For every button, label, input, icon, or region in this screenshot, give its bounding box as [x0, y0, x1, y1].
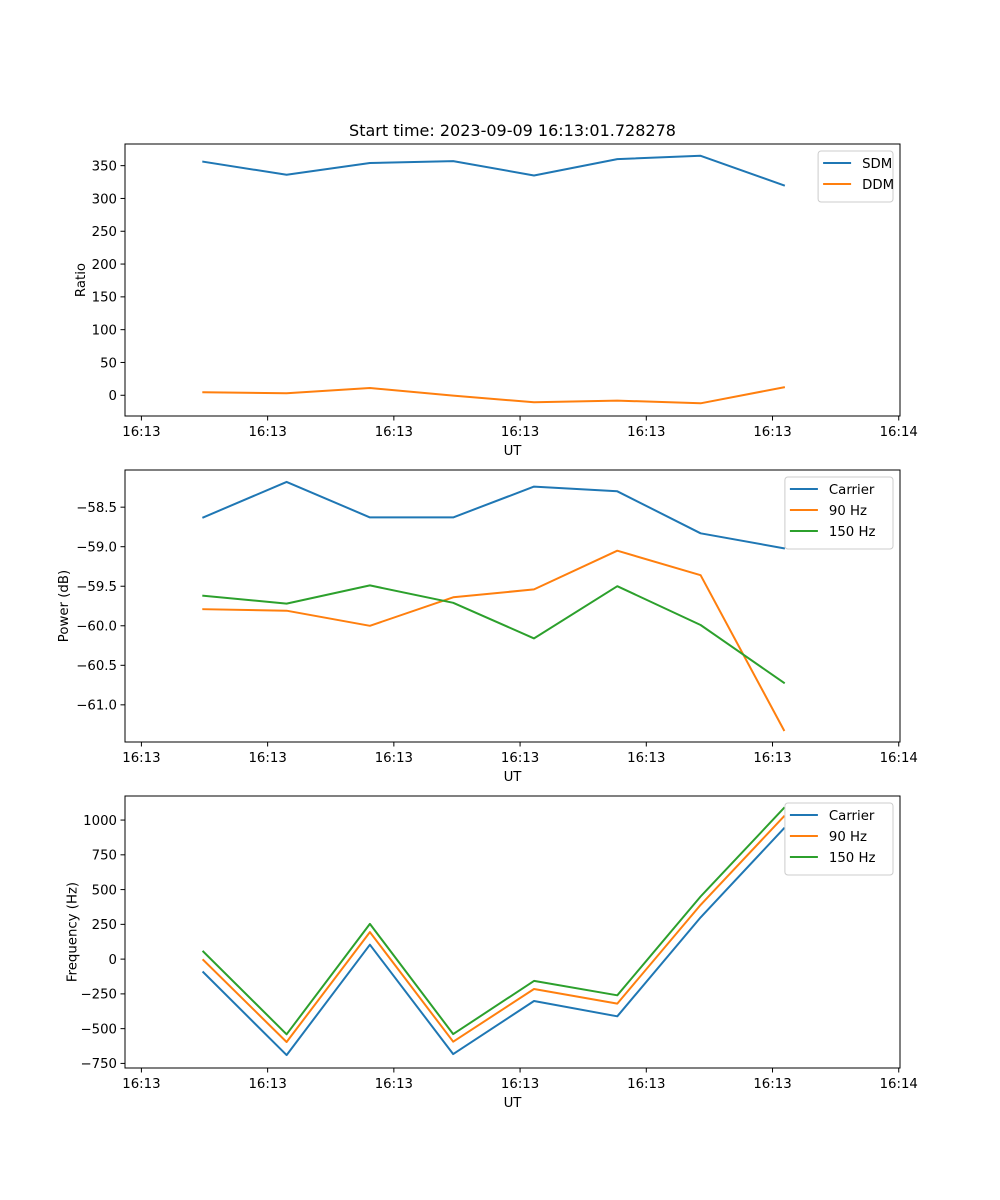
y-tick-label: −59.0 — [76, 540, 117, 555]
x-tick-label: 16:13 — [375, 751, 413, 766]
legend-label: SDM — [862, 157, 892, 172]
y-tick-label: −60.0 — [76, 620, 117, 635]
y-tick-label: 750 — [92, 849, 117, 864]
subplot-3: 16:13 16:13 16:13 16:13 16:13 16:13 16:14 UT −75… — [66, 795, 918, 1111]
x-tick-label: 16:13 — [753, 751, 791, 766]
axes-frame — [124, 795, 901, 1069]
legend: Carrier 90 Hz 150 Hz — [784, 802, 894, 876]
series-line-sdm — [202, 154, 786, 187]
y-tick-label: 350 — [92, 159, 117, 174]
axes-frame — [124, 143, 901, 417]
x-axis-label: UT — [504, 1096, 523, 1111]
x-tick-label: 16:13 — [122, 1077, 160, 1092]
x-tick-label: 16:14 — [880, 425, 918, 440]
x-tick-label: 16:13 — [627, 751, 665, 766]
y-tick-label: −59.5 — [76, 580, 117, 595]
y-tick-label: −750 — [80, 1057, 117, 1072]
legend-label: 90 Hz — [829, 830, 867, 845]
y-tick-label: −500 — [80, 1022, 117, 1037]
legend-label: 90 Hz — [829, 504, 867, 519]
x-tick-label: 16:13 — [501, 751, 539, 766]
y-tick-label: 0 — [109, 389, 117, 404]
subplot-1: Start time: 2023-09-09 16:13:01.728278 16… — [74, 121, 918, 459]
x-tick-label: 16:13 — [375, 1077, 413, 1092]
x-tick-label: 16:13 — [753, 1077, 791, 1092]
y-tick-label: −58.5 — [76, 501, 117, 516]
series-line-150-hz — [202, 584, 786, 685]
legend: SDM DDM — [817, 150, 894, 203]
y-tick-label: 300 — [92, 192, 117, 207]
chart-title: Start time: 2023-09-09 16:13:01.728278 — [349, 121, 676, 140]
x-tick-label: 16:13 — [122, 751, 160, 766]
y-axis-label: Frequency (Hz) — [66, 882, 81, 982]
x-tick-label: 16:13 — [753, 425, 791, 440]
legend: Carrier 90 Hz 150 Hz — [784, 476, 894, 550]
series-line-carrier — [201, 826, 786, 1057]
y-axis-label: Ratio — [74, 263, 89, 297]
x-tick-label: 16:13 — [501, 425, 539, 440]
y-tick-label: 0 — [109, 953, 117, 968]
y-tick-label: 250 — [92, 918, 117, 933]
y-tick-label: −61.0 — [76, 699, 117, 714]
x-tick-label: 16:14 — [880, 1077, 918, 1092]
y-tick-label: 50 — [100, 356, 117, 371]
legend-label: Carrier — [829, 483, 875, 498]
y-tick-label: 1000 — [83, 814, 117, 829]
x-tick-label: 16:13 — [122, 425, 160, 440]
x-tick-label: 16:13 — [627, 1077, 665, 1092]
axes-frame — [124, 469, 901, 743]
series-line-ddm — [202, 386, 786, 405]
x-tick-label: 16:13 — [248, 1077, 286, 1092]
legend-label: DDM — [862, 178, 894, 193]
legend-label: 150 Hz — [829, 525, 876, 540]
x-axis-label: UT — [504, 444, 523, 459]
legend-label: 150 Hz — [829, 851, 876, 866]
y-tick-label: 250 — [92, 225, 117, 240]
x-tick-label: 16:13 — [501, 1077, 539, 1092]
y-tick-label: −250 — [80, 988, 117, 1003]
y-axis-label: Power (dB) — [57, 570, 72, 642]
y-tick-label: 500 — [92, 883, 117, 898]
series-line-150-hz — [201, 806, 786, 1036]
series-line-carrier — [201, 480, 786, 550]
x-tick-label: 16:13 — [248, 751, 286, 766]
x-tick-label: 16:13 — [627, 425, 665, 440]
x-tick-label: 16:13 — [375, 425, 413, 440]
series-line-90-hz — [201, 814, 786, 1043]
x-axis-label: UT — [504, 770, 523, 785]
x-tick-label: 16:14 — [880, 751, 918, 766]
legend-label: Carrier — [829, 809, 875, 824]
y-tick-label: 150 — [92, 291, 117, 306]
y-tick-label: 100 — [92, 323, 117, 338]
y-tick-label: −60.5 — [76, 659, 117, 674]
subplot-2: 16:13 16:13 16:13 16:13 16:13 16:13 16:14 UT −61… — [57, 469, 918, 785]
x-tick-label: 16:13 — [248, 425, 286, 440]
series-line-90-hz — [202, 549, 786, 732]
y-tick-label: 200 — [92, 258, 117, 273]
